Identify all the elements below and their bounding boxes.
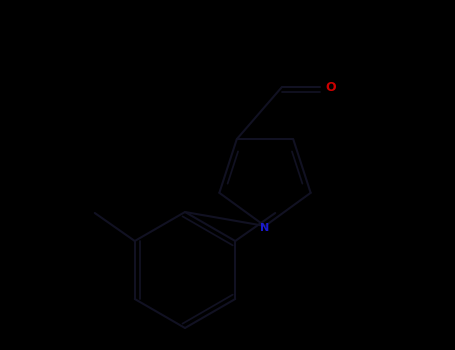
Text: N: N [260,223,270,233]
Text: O: O [326,80,336,94]
